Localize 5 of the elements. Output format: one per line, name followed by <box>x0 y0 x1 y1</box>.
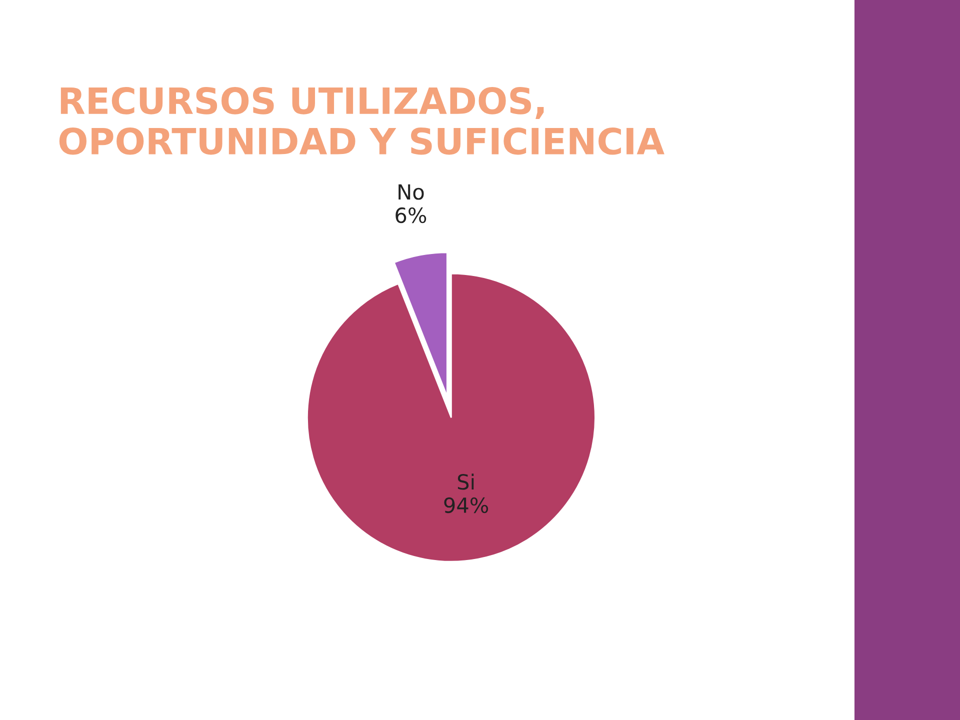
slice-label: Si <box>458 474 474 490</box>
slice-label: No <box>398 184 424 200</box>
data-label: 94% <box>444 497 488 514</box>
chart-title: RECURSOS UTILIZADOS, OPORTUNIDAD Y SUFICIENCIA <box>59 87 664 155</box>
data-label: 6% <box>396 207 426 224</box>
